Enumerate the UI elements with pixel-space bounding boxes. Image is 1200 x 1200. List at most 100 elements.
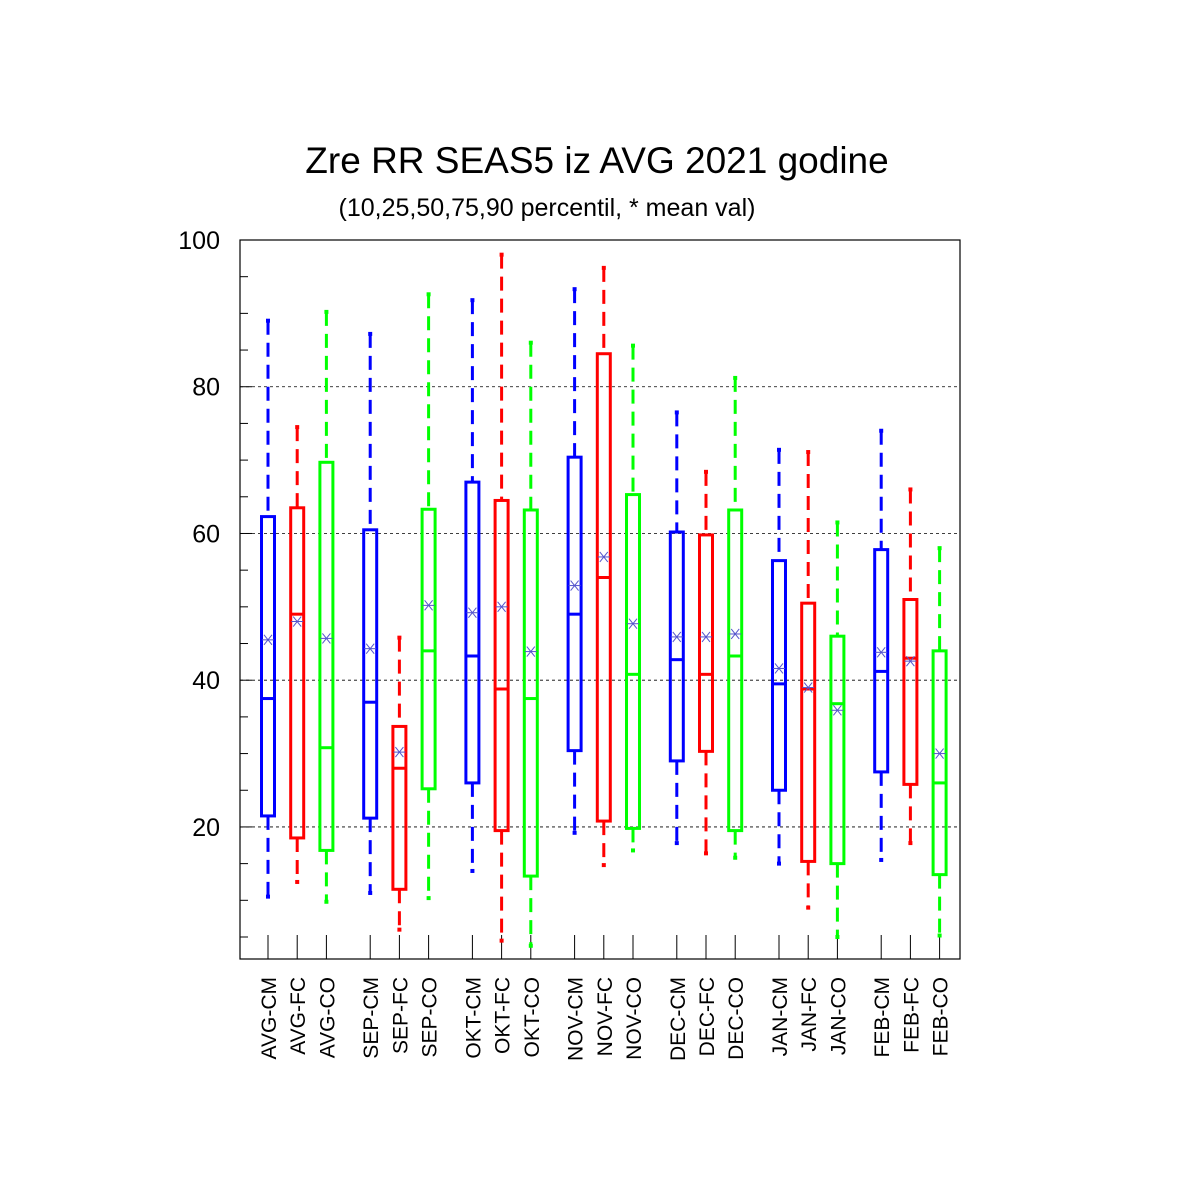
x-tick-label: DEC-CO <box>725 977 748 1060</box>
p90-cap <box>704 469 708 474</box>
iqr-box <box>727 508 744 833</box>
p90-cap <box>601 265 606 270</box>
mean-marker <box>422 600 435 611</box>
box-feb-fc <box>902 487 919 846</box>
iqr-box <box>362 528 379 820</box>
p10-cap <box>733 855 738 860</box>
box-dec-co <box>727 375 744 860</box>
y-tick-label: 20 <box>192 814 220 842</box>
box-feb-cm <box>873 428 890 862</box>
iqr-box <box>873 548 890 774</box>
iqr-box <box>318 460 335 852</box>
x-tick-label: AVG-FC <box>287 977 310 1055</box>
p10-cap <box>572 830 577 835</box>
p90-cap <box>908 487 913 492</box>
box-feb-co <box>931 546 948 938</box>
p90-cap <box>528 340 533 345</box>
mean-marker <box>291 616 304 627</box>
p10-cap <box>835 934 840 939</box>
iqr-box <box>829 634 846 866</box>
p10-cap <box>908 841 913 846</box>
iqr-box <box>522 508 539 878</box>
p10-cap <box>266 894 270 899</box>
chart-title: Zre RR SEAS5 iz AVG 2021 godine <box>305 140 888 181</box>
box-series <box>260 252 948 948</box>
iqr-box <box>800 601 817 863</box>
x-tick-label: NOV-CO <box>623 977 646 1060</box>
x-tick-label: DEC-FC <box>696 977 719 1056</box>
x-tick-label: AVG-CM <box>258 977 281 1059</box>
y-tick-label: 60 <box>192 520 220 548</box>
iqr-box <box>464 480 481 785</box>
x-tick-label: OKT-CO <box>521 977 544 1058</box>
p90-cap <box>266 318 270 323</box>
mean-marker <box>627 618 639 630</box>
p90-cap <box>324 309 329 314</box>
y-tick-label: 80 <box>192 374 220 402</box>
p90-cap <box>733 375 738 380</box>
mean-marker <box>262 634 274 646</box>
mean-marker <box>670 631 683 643</box>
mean-marker <box>568 580 581 591</box>
p10-cap <box>426 896 431 901</box>
iqr-box <box>391 724 408 891</box>
iqr-box <box>260 515 276 818</box>
p10-cap <box>937 933 942 938</box>
y-axis-ticks: 20 40 60 80 100 <box>178 227 252 938</box>
p10-cap <box>674 841 679 846</box>
x-tick-label: SEP-FC <box>389 977 412 1054</box>
p10-cap <box>806 905 811 910</box>
p10-cap <box>879 857 884 862</box>
p10-cap <box>295 879 300 884</box>
p90-cap <box>835 520 840 525</box>
p90-cap <box>777 447 781 452</box>
p10-cap <box>631 848 635 853</box>
box-nov-co <box>625 343 641 853</box>
p90-cap <box>426 292 431 297</box>
mean-marker <box>700 631 712 643</box>
iqr-box <box>668 530 685 763</box>
x-tick-label: AVG-CO <box>316 977 339 1058</box>
mean-marker <box>320 633 333 644</box>
iqr-box <box>625 493 641 830</box>
iqr-box <box>931 649 948 877</box>
box-sep-co <box>420 292 437 901</box>
iqr-box <box>289 506 306 840</box>
box-dec-fc <box>698 469 714 856</box>
mean-marker <box>495 601 508 613</box>
y-tick-label: 100 <box>178 227 220 255</box>
p90-cap <box>572 287 577 292</box>
p90-cap <box>879 428 884 433</box>
chart-subtitle: (10,25,50,75,90 percentil, * mean val) <box>339 194 756 222</box>
mean-marker <box>393 746 406 758</box>
x-tick-label: NOV-CM <box>565 977 588 1061</box>
p10-cap <box>368 890 373 895</box>
p90-cap <box>631 343 635 348</box>
box-okt-fc <box>493 252 510 943</box>
iqr-box <box>771 559 787 792</box>
p90-cap <box>470 298 475 303</box>
p10-cap <box>601 863 606 868</box>
x-tick-label: OKT-CM <box>462 977 485 1059</box>
box-sep-fc <box>391 635 408 932</box>
y-tick-label: 40 <box>192 667 220 695</box>
mean-marker <box>364 643 377 654</box>
x-tick-label: SEP-CO <box>419 977 442 1058</box>
x-tick-label: JAN-CM <box>769 977 792 1056</box>
mean-marker <box>904 655 917 667</box>
plot-frame <box>239 239 961 960</box>
x-tick-label: NOV-FC <box>594 977 617 1056</box>
gridlines <box>240 239 960 828</box>
mean-marker <box>831 704 844 716</box>
x-tick-label: JAN-FC <box>798 977 821 1052</box>
p90-cap <box>674 410 679 415</box>
p10-cap <box>397 927 402 932</box>
x-tick-label: FEB-FC <box>900 977 923 1053</box>
p10-cap <box>470 868 475 873</box>
iqr-box <box>698 533 714 753</box>
x-tick-label: FEB-CO <box>930 977 953 1056</box>
box-jan-cm <box>771 447 787 866</box>
x-tick-label: OKT-FC <box>492 977 515 1054</box>
p10-cap <box>324 899 329 904</box>
